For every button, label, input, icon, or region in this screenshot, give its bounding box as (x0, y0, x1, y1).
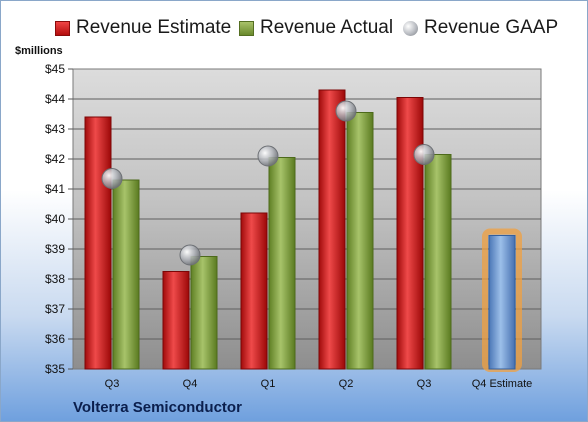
legend-label-estimate: Revenue Estimate (76, 17, 232, 38)
y-tick-label: $39 (45, 242, 65, 256)
marker-revenue-gaap (179, 244, 201, 266)
y-tick-label: $45 (45, 62, 65, 76)
x-tick-label: Q3 (105, 378, 120, 390)
gridlines (73, 98, 541, 340)
y-tick-label: $44 (45, 92, 65, 106)
y-axis: $35 $36 $37 $38 $39 $40 $41 $42 $43 $44 $45 (45, 62, 73, 376)
legend-label-gaap: Revenue GAAP (424, 17, 559, 38)
legend-label-actual: Revenue Actual (260, 17, 394, 38)
legend-swatch-gaap (403, 20, 418, 36)
bar-revenue-estimate (396, 97, 424, 370)
y-tick-label: $37 (45, 302, 65, 316)
y-tick-label: $41 (45, 182, 65, 196)
marker-revenue-gaap (257, 145, 279, 167)
bar-revenue-actual (424, 154, 452, 370)
legend-item-gaap: Revenue GAAP (403, 17, 558, 39)
marker-revenue-gaap (413, 144, 435, 165)
marker-revenue-gaap (335, 100, 357, 122)
y-tick-label: $42 (45, 152, 65, 166)
bars-layer (84, 89, 522, 372)
x-tick-label: Q2 (339, 378, 354, 390)
legend-item-estimate: Revenue Estimate (55, 17, 231, 39)
bar-revenue-estimate (318, 89, 346, 370)
bar-revenue-actual (346, 112, 374, 370)
y-tick-label: $35 (45, 362, 65, 376)
y-unit-label: $millions (15, 45, 63, 57)
bar-revenue-estimate (162, 271, 190, 370)
y-tick-label: $40 (45, 212, 65, 226)
bar-revenue-actual (112, 179, 140, 370)
y-tick-label: $38 (45, 272, 65, 286)
bar-revenue-actual (190, 256, 218, 370)
x-tick-label: Q4 (183, 378, 198, 390)
x-tick-label: Q3 (417, 378, 432, 390)
y-tick-label: $43 (45, 122, 65, 136)
bar-revenue-actual (268, 157, 296, 370)
y-tick-label: $36 (45, 332, 65, 346)
legend: Revenue Estimate Revenue Actual Revenue … (1, 17, 587, 43)
x-axis: Q3 Q4 Q1 Q2 Q3 Q4 Estimate (105, 378, 533, 390)
bar-revenue-estimate (240, 212, 268, 370)
x-tick-label: Q1 (261, 378, 276, 390)
marker-revenue-gaap (101, 168, 123, 189)
legend-swatch-estimate (55, 20, 70, 36)
legend-swatch-actual (239, 20, 254, 36)
x-tick-label: Q4 Estimate (472, 378, 533, 390)
company-name: Volterra Semiconductor (73, 399, 242, 416)
bar-revenue-estimate (84, 116, 112, 370)
bar-forecast-estimate (488, 235, 516, 370)
legend-item-actual: Revenue Actual (239, 17, 393, 39)
